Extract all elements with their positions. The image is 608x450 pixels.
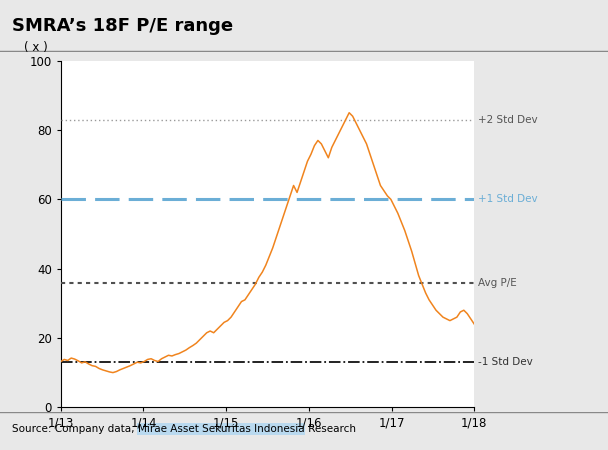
Text: +2 Std Dev: +2 Std Dev [478,115,538,125]
Text: +1 Std Dev: +1 Std Dev [478,194,538,204]
Text: Avg P/E: Avg P/E [478,278,517,288]
Text: Source: Company data,: Source: Company data, [12,424,138,434]
Text: Mirae Asset Sekuritas Indonesia: Mirae Asset Sekuritas Indonesia [138,424,305,434]
Text: Research: Research [305,424,356,434]
Text: ( x ): ( x ) [24,41,47,54]
Text: -1 Std Dev: -1 Std Dev [478,357,533,367]
Text: SMRA’s 18F P/E range: SMRA’s 18F P/E range [12,17,233,35]
